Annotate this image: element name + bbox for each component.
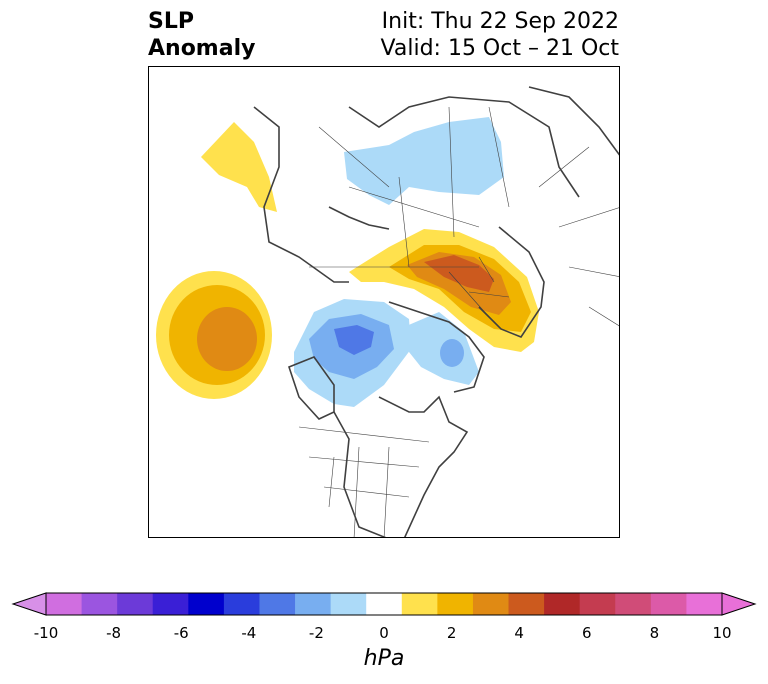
colorbar-cell — [223, 593, 260, 615]
colorbar-cell — [686, 593, 723, 615]
colorbar-cell — [259, 593, 296, 615]
init-date: Init: Thu 22 Sep 2022 — [381, 9, 619, 34]
date-info: Init: Thu 22 Sep 2022 Valid: 15 Oct – 21… — [381, 8, 619, 62]
colorbar-tick-label: 8 — [649, 624, 660, 642]
colorbar-cell — [295, 593, 332, 615]
colorbar-cell — [152, 593, 189, 615]
colorbar-underflow-arrow — [11, 592, 47, 616]
colorbar-tick-label: -8 — [106, 624, 122, 642]
colorbar-cell — [330, 593, 367, 615]
anomaly-map — [156, 86, 619, 537]
colorbar-tick-label: 2 — [446, 624, 457, 642]
colorbar-cell — [472, 593, 510, 615]
colorbar-cell — [508, 593, 545, 615]
colorbar-tick-label: -6 — [173, 624, 189, 642]
colorbar-tick-label: 10 — [712, 624, 732, 642]
colorbar-outline — [45, 592, 723, 616]
coastlines — [253, 86, 619, 537]
colorbar — [11, 592, 757, 616]
colorbar-cell — [650, 593, 687, 615]
siberia-low-anomaly — [344, 117, 504, 205]
map-panel — [148, 66, 620, 538]
title-line-2: Anomaly — [148, 36, 256, 61]
colorbar-cell — [117, 593, 154, 615]
colorbar-cell — [544, 593, 581, 615]
colorbar-cell — [188, 593, 225, 615]
colorbar-tick-label: -4 — [241, 624, 257, 642]
alaska-low-anomaly — [294, 299, 411, 407]
colorbar-tick-label: -2 — [308, 624, 324, 642]
title-line-1: SLP — [148, 9, 194, 34]
colorbar-cells — [46, 593, 723, 615]
colorbar-cell — [366, 593, 403, 615]
pacific-high-anomaly — [156, 271, 272, 399]
colorbar-cell — [401, 593, 438, 615]
colorbar-unit-label: hPa — [363, 646, 405, 671]
colorbar-tick-label: 6 — [582, 624, 592, 642]
map-title: SLP Anomaly — [148, 8, 255, 62]
colorbar-tick-label: -10 — [33, 624, 59, 642]
colorbar-cell — [579, 593, 616, 615]
colorbar-cell — [615, 593, 652, 615]
colorbar-cell — [46, 593, 83, 615]
colorbar-cell — [437, 593, 474, 615]
colorbar-cell — [81, 593, 118, 615]
east-siberia-high-anomaly — [201, 122, 277, 212]
colorbar-tick-label: 0 — [379, 624, 389, 642]
political-borders — [298, 106, 619, 537]
valid-range: Valid: 15 Oct – 21 Oct — [380, 36, 619, 61]
colorbar-tick-label: 4 — [514, 624, 524, 642]
colorbar-overflow-arrow — [721, 592, 757, 616]
